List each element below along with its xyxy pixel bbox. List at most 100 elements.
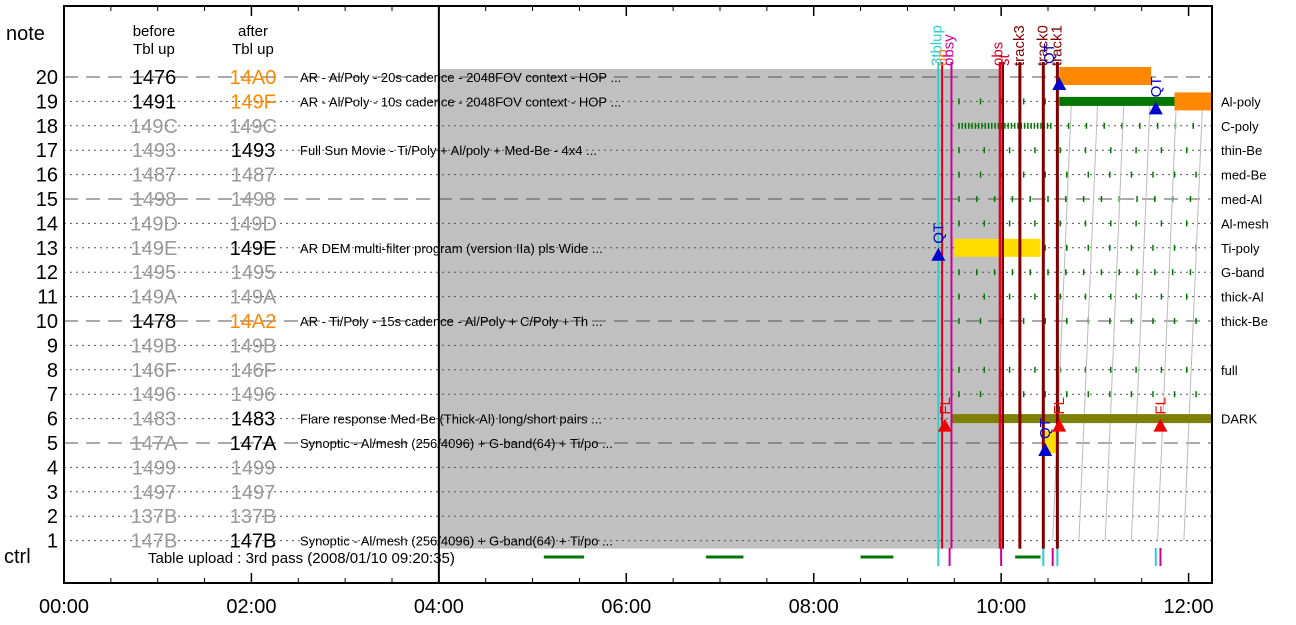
shaded-region bbox=[438, 69, 1002, 549]
after-id-14: 149D bbox=[229, 213, 277, 235]
filter-label-6: DARK bbox=[1221, 412, 1257, 427]
shade-layer bbox=[438, 69, 1002, 549]
before-id-18: 149C bbox=[130, 116, 178, 138]
row-number-12: 12 bbox=[36, 262, 58, 284]
trace-line bbox=[1157, 101, 1177, 541]
filter-label-19: Al-poly bbox=[1221, 94, 1261, 109]
event-label-2: FL bbox=[1152, 397, 1169, 415]
program-desc-19: AR - Al/Poly - 10s cadence - 2048FOV con… bbox=[300, 94, 621, 109]
program-desc-5: Synoptic - Al/mesh (256/4096) + G-band(6… bbox=[300, 436, 613, 451]
row-number-4: 4 bbox=[47, 457, 58, 479]
after-id-6: 1483 bbox=[231, 409, 276, 431]
event-triangle-1 bbox=[1052, 418, 1067, 432]
before-id-11: 149A bbox=[131, 287, 178, 309]
top-label-6: track0 bbox=[1034, 25, 1051, 66]
x-tick-label-6: 12:00 bbox=[1164, 596, 1214, 618]
row-number-3: 3 bbox=[47, 482, 58, 504]
row-number-9: 9 bbox=[47, 335, 58, 357]
ctrl-label: ctrl bbox=[4, 546, 31, 568]
row-number-19: 19 bbox=[36, 91, 58, 113]
event-triangle-5 bbox=[1052, 77, 1067, 90]
bar-1 bbox=[1059, 96, 1212, 106]
event-label-0: FL bbox=[937, 397, 954, 415]
bar-4 bbox=[951, 414, 1212, 424]
event-label-4: QT bbox=[1037, 418, 1054, 439]
x-tick-label-5: 10:00 bbox=[976, 596, 1026, 618]
after-id-3: 1497 bbox=[231, 482, 276, 504]
after-id-18: 149C bbox=[229, 116, 277, 138]
before-id-17: 1493 bbox=[132, 140, 177, 162]
labels-layer: note ctrl before Tbl up after Tbl up Tab… bbox=[4, 23, 1269, 618]
after-id-13: 149E bbox=[230, 238, 277, 260]
after-id-9: 149B bbox=[230, 335, 277, 357]
after-id-10: 14A2 bbox=[230, 311, 277, 333]
before-id-1: 147B bbox=[131, 531, 178, 553]
before-id-15: 1498 bbox=[132, 189, 177, 211]
bar-3 bbox=[954, 238, 1041, 257]
row-number-16: 16 bbox=[36, 165, 58, 187]
after-id-16: 1487 bbox=[231, 165, 276, 187]
before-id-6: 1483 bbox=[132, 409, 177, 431]
trace-line bbox=[1104, 101, 1125, 541]
before-id-9: 149B bbox=[131, 335, 178, 357]
ctrl-text: Table upload : 3rd pass (2008/01/10 09:2… bbox=[148, 550, 455, 567]
event-label-3: QT bbox=[930, 223, 947, 244]
after-id-17: 1493 bbox=[231, 140, 276, 162]
after-id-1: 147B bbox=[230, 531, 277, 553]
x-tick-label-0: 00:00 bbox=[39, 596, 89, 618]
row-number-13: 13 bbox=[36, 238, 58, 260]
event-label-1: FL bbox=[1051, 397, 1068, 415]
top-label-8: QT bbox=[1041, 43, 1058, 64]
after-id-2: 137B bbox=[230, 506, 277, 528]
bar-2 bbox=[1174, 92, 1212, 111]
after-id-19: 149F bbox=[230, 91, 276, 113]
before-id-7: 1496 bbox=[132, 384, 177, 406]
before-id-13: 149E bbox=[131, 238, 178, 260]
after-id-11: 149A bbox=[230, 287, 277, 309]
row-number-18: 18 bbox=[36, 116, 58, 138]
trace-line bbox=[1078, 101, 1099, 541]
top-label-1: up bbox=[934, 49, 951, 66]
after-id-7: 1496 bbox=[231, 384, 276, 406]
event-triangle-3 bbox=[931, 247, 946, 261]
before-id-16: 1487 bbox=[132, 165, 177, 187]
row-number-6: 6 bbox=[47, 409, 58, 431]
after-id-20: 14A0 bbox=[230, 67, 277, 89]
before-id-19: 1491 bbox=[132, 91, 177, 113]
filter-label-13: Ti-poly bbox=[1221, 241, 1260, 256]
bar-5 bbox=[1045, 431, 1058, 453]
program-desc-10: AR - Ti/Poly - 15s cadence - Al/Poly + C… bbox=[300, 314, 603, 329]
filter-label-16: med-Be bbox=[1221, 168, 1267, 183]
before-id-14: 149D bbox=[130, 213, 178, 235]
program-desc-20: AR - Al/Poly - 20s cadence - 2048FOV con… bbox=[300, 70, 621, 85]
before-id-4: 1499 bbox=[132, 457, 177, 479]
x-tick-label-2: 04:00 bbox=[414, 596, 464, 618]
program-desc-6: Flare response Med-Be (Thick-Al) long/sh… bbox=[300, 412, 602, 427]
frame-layer bbox=[63, 5, 1213, 584]
event-triangle-4 bbox=[1038, 443, 1053, 456]
before-header-line1: before bbox=[133, 23, 176, 40]
after-header-line2: Tbl up bbox=[232, 41, 274, 58]
after-id-8: 146F bbox=[230, 360, 276, 382]
row-number-2: 2 bbox=[47, 506, 58, 528]
before-id-5: 147A bbox=[131, 433, 178, 455]
before-id-8: 146F bbox=[131, 360, 177, 382]
event-triangle-2 bbox=[1153, 418, 1168, 432]
after-id-4: 1499 bbox=[231, 457, 276, 479]
event-label-6: QT bbox=[1148, 77, 1165, 98]
filter-label-17: thin-Be bbox=[1221, 143, 1262, 158]
top-label-0: 3tblup bbox=[929, 25, 946, 66]
event-markers-layer: FL FL FL QT QT QT bbox=[930, 77, 1169, 456]
before-id-3: 1497 bbox=[132, 482, 177, 504]
row-number-8: 8 bbox=[47, 360, 58, 382]
row-number-17: 17 bbox=[36, 140, 58, 162]
trace-line bbox=[1183, 101, 1204, 541]
row-number-14: 14 bbox=[36, 213, 58, 235]
event-triangle-0 bbox=[937, 418, 952, 432]
row-number-20: 20 bbox=[36, 67, 58, 89]
after-id-5: 147A bbox=[230, 433, 277, 455]
filter-label-12: G-band bbox=[1221, 265, 1264, 280]
trace-line bbox=[1130, 101, 1151, 541]
after-id-15: 1498 bbox=[231, 189, 276, 211]
